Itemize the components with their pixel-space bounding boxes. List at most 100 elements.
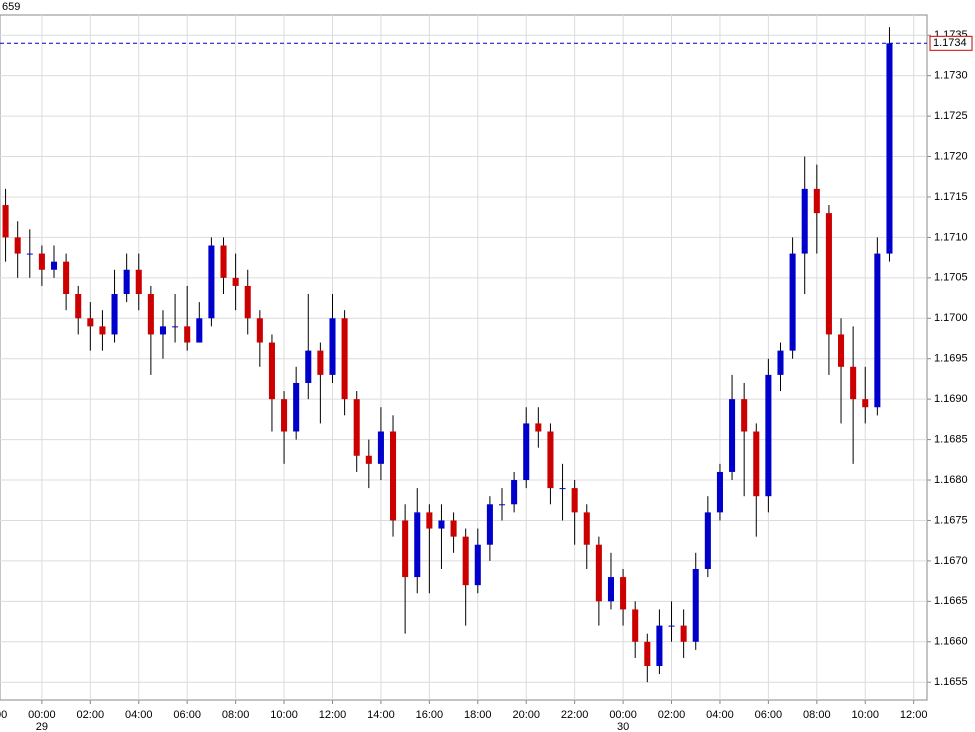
- y-tick-label: 1.1700: [934, 312, 968, 324]
- x-tick-label: 22:00: [561, 709, 589, 721]
- y-tick-label: 1.1675: [934, 514, 968, 526]
- candle-body: [511, 480, 518, 505]
- candle-body: [172, 326, 179, 328]
- y-tick-label: 1.1705: [934, 272, 968, 284]
- x-tick-label: 04:00: [706, 709, 734, 721]
- candle-body: [801, 188, 808, 254]
- candle-body: [147, 294, 154, 335]
- candle-body: [850, 366, 857, 400]
- candle-body: [741, 399, 748, 432]
- candle-body: [305, 350, 312, 383]
- candle-body: [607, 577, 615, 602]
- x-tick-label: 02:00: [658, 709, 686, 721]
- candle-body: [777, 350, 784, 375]
- x-tick-label: 00:00: [28, 709, 56, 721]
- candle-body: [244, 285, 251, 319]
- candle-body: [668, 625, 675, 627]
- y-tick-label: 1.1715: [934, 191, 968, 203]
- candle-body: [293, 382, 300, 432]
- candle-body: [75, 294, 82, 319]
- y-tick-label: 1.1670: [934, 555, 968, 567]
- day-label: 29: [36, 721, 48, 732]
- last-price-box: [929, 35, 973, 51]
- x-tick-label: 04:00: [125, 709, 153, 721]
- corner-text: 659: [2, 1, 20, 13]
- x-tick-label: 14:00: [367, 709, 395, 721]
- y-tick-label: 1.1665: [934, 595, 968, 607]
- candle-body: [2, 205, 9, 238]
- y-tick-label: 1.1730: [934, 70, 968, 82]
- candle-body: [268, 342, 275, 400]
- candle-body: [729, 399, 736, 472]
- candle-body: [353, 399, 360, 456]
- y-tick-label: 1.1690: [934, 393, 968, 405]
- candle-body: [50, 261, 58, 270]
- candle-body: [256, 318, 263, 343]
- y-tick-label: 1.1660: [934, 636, 968, 648]
- x-tick-label: 02:00: [77, 709, 105, 721]
- y-tick-label: 1.1720: [934, 150, 968, 162]
- candle-body: [377, 431, 384, 464]
- candle-body: [111, 294, 118, 335]
- candle-body: [402, 520, 409, 578]
- candle-body: [26, 253, 33, 255]
- x-tick-label: 08:00: [222, 709, 250, 721]
- day-label: 30: [617, 721, 629, 732]
- candle-body: [632, 609, 639, 642]
- candle-body: [789, 253, 796, 351]
- x-tick-label: 06:00: [755, 709, 783, 721]
- candle-body: [620, 577, 627, 610]
- y-tick-label: 1.1725: [934, 110, 968, 122]
- candle-body: [523, 423, 530, 481]
- candle-body: [886, 43, 893, 254]
- candle-body: [123, 269, 130, 295]
- x-tick-label: 06:00: [173, 709, 201, 721]
- candle-body: [196, 318, 203, 343]
- candle-body: [656, 625, 663, 667]
- candle-body: [547, 431, 554, 489]
- candle-body: [474, 544, 481, 586]
- candle-body: [341, 318, 348, 400]
- candle-body: [414, 512, 421, 578]
- candle-body: [583, 512, 590, 545]
- candle-body: [498, 504, 506, 506]
- candle-body: [135, 269, 142, 295]
- candle-body: [862, 399, 869, 408]
- candle-body: [317, 350, 324, 375]
- candle-body: [838, 334, 845, 367]
- candle-body: [571, 488, 578, 513]
- x-tick-label: 22:00: [0, 709, 7, 721]
- candle-body: [220, 245, 227, 278]
- y-tick-label: 1.1710: [934, 231, 968, 243]
- candle-body: [99, 326, 106, 335]
- x-tick-label: 10:00: [851, 709, 879, 721]
- x-tick-label: 20:00: [512, 709, 540, 721]
- candle-body: [813, 188, 820, 214]
- x-tick-label: 12:00: [319, 709, 347, 721]
- candle-body: [486, 504, 493, 545]
- y-tick-label: 1.1685: [934, 433, 968, 445]
- candle-body: [559, 488, 566, 490]
- candle-body: [87, 318, 94, 327]
- x-tick-label: 00:00: [609, 709, 637, 721]
- y-tick-label: 1.1655: [934, 676, 968, 688]
- x-tick-label: 12:00: [900, 709, 928, 721]
- candle-body: [535, 423, 542, 432]
- candle-body: [390, 431, 397, 521]
- last-price-label: 1.1734: [933, 37, 967, 49]
- x-tick-label: 08:00: [803, 709, 831, 721]
- candle-body: [208, 245, 215, 319]
- candle-body: [825, 213, 832, 335]
- candle-body: [692, 568, 699, 642]
- candle-body: [716, 471, 723, 513]
- candle-body: [184, 326, 191, 343]
- candle-body: [281, 399, 288, 432]
- y-tick-label: 1.1695: [934, 353, 968, 365]
- candle-body: [63, 261, 70, 295]
- candle-body: [765, 374, 772, 497]
- candle-body: [680, 625, 687, 642]
- y-tick-label: 1.1680: [934, 474, 968, 486]
- candle-body: [38, 253, 45, 270]
- candle-body: [365, 455, 372, 464]
